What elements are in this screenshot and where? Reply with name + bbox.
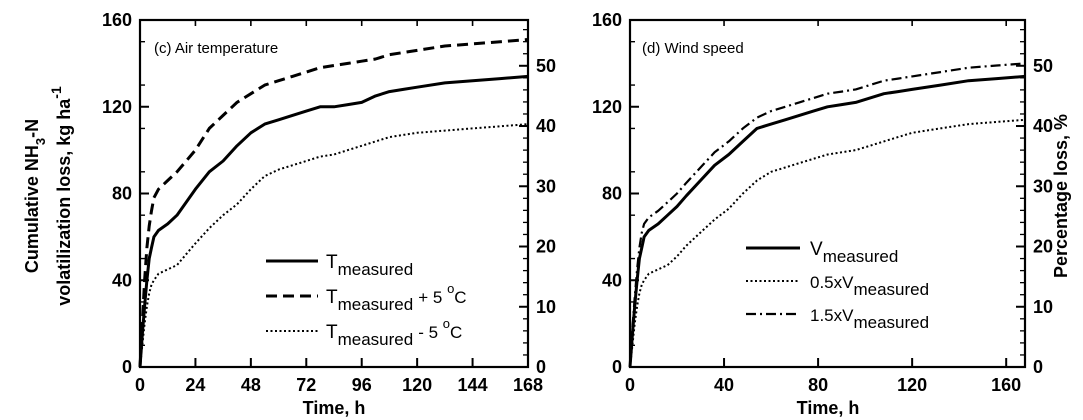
panel-c-y2-tick-label: 10 [536,297,556,317]
panel-c-y2-tick-label: 40 [536,116,556,136]
legend-d: Vmeasured 0.5xVmeasured 1.5xVmeasured [746,239,929,332]
panel-c-series-line-1 [138,74,529,368]
panel-c-x-tick-label: 24 [185,375,205,395]
panel-d-series-line-3 [628,62,1026,368]
panel-d-wind-speed: (d) Wind speed 0 40 80 120 160 0 40 80 120 160 0 10… [592,10,1071,418]
y-axis-title-line2: volatilization loss, kg ha-1 [48,86,74,306]
panel-c-y-tick-label: 160 [102,10,132,30]
panel-d-y2-tick-label: 20 [1033,237,1053,257]
panel-d-y-tick-label: 80 [602,184,622,204]
panel-c-series-line-2 [138,38,529,368]
panel-c-air-temperature: (c) Air temperature 0 24 48 72 96 120 144 16804… [22,10,556,418]
panel-c-y-tick-label: 40 [112,270,132,290]
panel-d-y2-tick-label: 50 [1033,56,1053,76]
panel-c-y2-tick-label: 30 [536,176,556,196]
legend-label-tmeasured-minus5: Tmeasured - 5 oC [326,316,462,349]
legend-label-tmeasured: Tmeasured [326,252,413,279]
panel-d-series-line-2 [629,118,1026,368]
panel-c-x-tick-label: 0 [135,375,145,395]
panel-d-x-tick-label: 0 [625,375,635,395]
panel-d-series-line-1 [628,74,1026,368]
panel-d-x-tick-label: 80 [808,375,828,395]
panel-c-x-tick-label: 96 [352,375,372,395]
panel-c-x-tick-label: 72 [296,375,316,395]
panel-c-x-tick-label: 168 [513,375,543,395]
legend-label-tmeasured-plus5: Tmeasured + 5 oC [326,281,467,314]
panel-c-x-tick-label: 120 [402,375,432,395]
panel-d-y-tick-label: 160 [592,10,622,30]
panel-d-y2-tick-label: 0 [1033,357,1043,377]
panel-d-x-tick-label: 120 [897,375,927,395]
panel-c-y-tick-label: 0 [122,357,132,377]
panel-d-y-tick-label: 40 [602,270,622,290]
panel-d-y2-tick-label: 30 [1033,176,1053,196]
ticks-d: 0 40 80 120 160 0 40 80 120 160 0 10 20 30 40 50 [592,10,1053,395]
panel-d-y-tick-label: 0 [612,357,622,377]
panel-c-y-tick-label: 80 [112,184,132,204]
panel-d-x-tick-label: 160 [991,375,1021,395]
legend-c: Tmeasured Tmeasured + 5 oC Tmeasured - 5 o… [266,252,467,349]
panel-d-y2-tick-label: 40 [1033,116,1053,136]
plot-area-frame-c [138,18,530,369]
panel-label-d: (d) Wind speed [642,40,744,57]
panel-c-y2-tick-label: 50 [536,56,556,76]
panel-label-c: (c) Air temperature [154,40,278,57]
panel-c-x-tick-label: 144 [458,375,488,395]
x-axis-title-d: Time, h [797,398,860,418]
panel-c-y2-tick-label: 20 [536,237,556,257]
legend-label-1-5xvmeasured: 1.5xVmeasured [810,306,929,332]
series-d [628,62,1026,368]
series-c [138,38,529,368]
panel-c-x-tick-label: 48 [241,375,261,395]
panel-c-y-tick-label: 120 [102,97,132,117]
panel-d-x-tick-label: 40 [714,375,734,395]
panel-d-y-tick-label: 120 [592,97,622,117]
y2-axis-title-d: Percentage loss, % [1051,114,1071,278]
panel-c-y2-tick-label: 0 [536,357,546,377]
panel-d-y2-tick-label: 10 [1033,297,1053,317]
y-axis-title-line1: Cumulative NH3-N [22,119,48,273]
legend-label-vmeasured: Vmeasured [810,239,898,266]
legend-label-0-5xvmeasured: 0.5xVmeasured [810,273,929,299]
x-axis-title-c: Time, h [303,398,366,418]
